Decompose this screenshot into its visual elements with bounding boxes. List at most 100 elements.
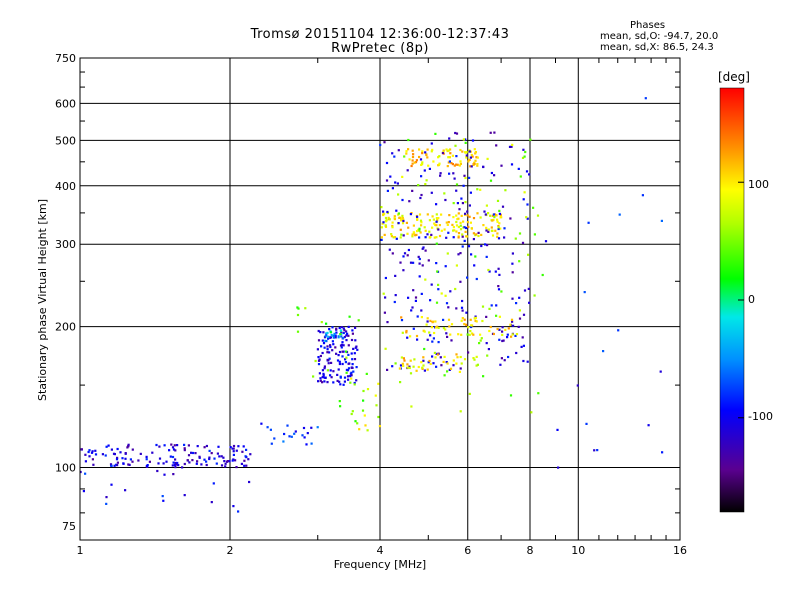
data-point <box>223 460 226 463</box>
data-point <box>476 188 479 191</box>
data-point <box>174 449 177 452</box>
data-point <box>439 172 442 175</box>
data-point <box>397 193 400 196</box>
data-point <box>497 237 501 240</box>
data-point <box>384 296 387 299</box>
data-point <box>415 233 418 236</box>
data-point <box>405 331 408 334</box>
data-point <box>467 160 470 163</box>
x-axis-label: Frequency [MHz] <box>334 558 426 571</box>
data-point <box>470 227 473 230</box>
data-point <box>498 222 501 225</box>
data-point <box>469 221 472 224</box>
data-point <box>449 148 452 151</box>
data-point <box>194 452 197 455</box>
data-point <box>456 218 459 221</box>
data-point <box>503 227 506 230</box>
data-point <box>324 339 327 342</box>
data-point <box>465 235 468 238</box>
data-point <box>467 351 470 354</box>
data-point <box>461 299 464 303</box>
data-point <box>247 458 250 461</box>
data-point <box>224 462 227 465</box>
data-point <box>408 200 411 203</box>
data-point <box>394 274 397 277</box>
data-point <box>436 219 439 222</box>
data-point <box>469 156 472 159</box>
x-tick-label: 2 <box>227 544 234 557</box>
data-point <box>498 315 501 318</box>
data-point <box>234 459 237 462</box>
data-point <box>506 333 509 336</box>
data-point <box>294 430 297 433</box>
data-point <box>484 213 487 216</box>
data-point <box>391 226 394 229</box>
data-point <box>145 458 148 461</box>
data-point <box>296 313 300 317</box>
phases-header: Phases <box>630 20 666 31</box>
data-point <box>183 447 186 450</box>
data-point <box>381 222 384 225</box>
data-point <box>418 257 421 261</box>
x-axis-ticks: 1 2 4 6 8 10 16 <box>77 58 687 557</box>
data-point <box>304 307 307 310</box>
data-point <box>533 233 536 236</box>
data-point <box>486 244 489 247</box>
data-point <box>437 326 440 329</box>
data-point <box>84 453 87 456</box>
data-point <box>517 325 520 328</box>
data-point <box>319 354 322 358</box>
data-point <box>129 458 132 461</box>
data-point <box>353 352 356 355</box>
data-point <box>413 358 416 361</box>
data-point <box>156 469 159 473</box>
data-point <box>352 347 355 350</box>
data-point <box>473 317 476 320</box>
data-point <box>415 369 418 372</box>
data-point <box>191 451 195 455</box>
data-point <box>318 372 321 375</box>
data-point <box>432 218 435 221</box>
data-point <box>80 448 83 451</box>
data-point <box>476 363 479 366</box>
data-point <box>410 405 413 408</box>
data-point <box>131 448 134 451</box>
data-point <box>321 351 324 355</box>
data-point <box>411 233 414 236</box>
data-point <box>439 174 442 177</box>
data-point <box>510 335 513 338</box>
data-point <box>210 501 213 504</box>
data-point <box>497 227 500 231</box>
data-point <box>395 209 398 212</box>
data-point <box>245 448 248 451</box>
data-point <box>408 365 411 368</box>
data-point <box>421 264 424 267</box>
data-point <box>451 154 454 157</box>
data-point <box>448 368 451 371</box>
y-tick-label: 500 <box>55 134 76 147</box>
data-point <box>464 201 467 204</box>
data-point <box>501 326 504 329</box>
data-point <box>296 330 300 333</box>
data-point <box>434 356 437 359</box>
data-point <box>435 213 438 216</box>
data-point <box>355 366 358 369</box>
data-point <box>361 409 365 412</box>
data-point <box>498 209 501 212</box>
data-point <box>450 339 453 342</box>
data-point <box>501 339 504 343</box>
data-point <box>342 331 345 335</box>
data-point <box>176 444 179 447</box>
data-point <box>501 333 504 336</box>
data-point <box>486 157 489 160</box>
data-point <box>468 158 471 161</box>
data-point <box>347 367 351 370</box>
data-point <box>347 344 350 347</box>
data-point <box>481 305 485 308</box>
data-point <box>338 326 341 330</box>
data-point <box>526 217 529 220</box>
data-point <box>412 224 415 227</box>
data-point <box>420 361 423 364</box>
data-point <box>458 370 461 373</box>
data-point <box>515 351 518 355</box>
